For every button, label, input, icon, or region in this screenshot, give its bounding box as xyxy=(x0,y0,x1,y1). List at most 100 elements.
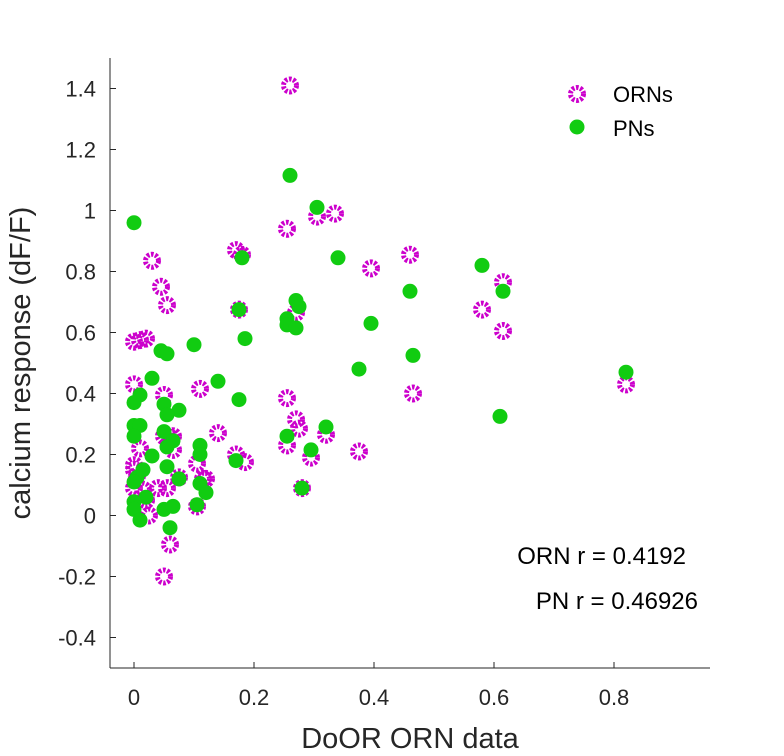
ticks: 0 0.2 0.4 0.6 0.8 -0.4 -0.2 0 0.2 0.4 0.6 0.8 1 1.2 1.… xyxy=(58,77,629,711)
pn-point xyxy=(291,299,307,315)
pn-point xyxy=(156,424,172,440)
pn-point xyxy=(189,497,205,513)
legend-label-orns: ORNs xyxy=(613,82,673,107)
pn-point xyxy=(126,395,142,411)
y-tick-label: 0.2 xyxy=(65,443,96,468)
points-layer xyxy=(125,76,635,586)
legend-label-pns: PNs xyxy=(613,116,655,141)
orn-point xyxy=(494,322,512,340)
pn-point xyxy=(144,370,160,386)
pn-point xyxy=(192,447,208,462)
pn-point xyxy=(363,315,379,331)
pn-point xyxy=(126,474,142,490)
pn-point xyxy=(294,480,310,496)
pn-point xyxy=(171,402,187,418)
pn-point xyxy=(231,302,247,318)
orn-point xyxy=(281,76,299,95)
pn-point xyxy=(228,453,244,469)
pn-point xyxy=(138,489,154,505)
orn-point xyxy=(158,296,176,315)
pn-point xyxy=(303,442,319,458)
pn-point xyxy=(402,283,418,299)
pn-point xyxy=(231,392,247,408)
y-tick-label: -0.2 xyxy=(58,565,96,590)
orn-point xyxy=(236,453,254,472)
x-axis-title: DoOR ORN data xyxy=(301,723,519,755)
x-tick-label: 0.4 xyxy=(359,685,390,710)
orn-point xyxy=(155,567,173,586)
y-tick-label: 0.4 xyxy=(65,382,96,407)
pn-point xyxy=(144,448,160,464)
pn-point xyxy=(126,428,142,444)
pn-point xyxy=(165,498,181,514)
pn-point xyxy=(618,364,634,380)
pn-point xyxy=(237,331,253,347)
pn-point xyxy=(474,257,490,273)
pn-point xyxy=(162,520,178,536)
legend: ORNs PNs xyxy=(568,82,673,141)
orn-point xyxy=(350,442,368,461)
pn-point xyxy=(495,283,511,299)
pn-point xyxy=(159,407,175,423)
pn-point xyxy=(351,361,367,377)
orn-point xyxy=(617,375,635,394)
orn-point xyxy=(149,479,167,498)
orn-point xyxy=(287,410,305,429)
y-tick-label: 0 xyxy=(84,504,96,529)
y-tick-label: 0.8 xyxy=(65,260,96,285)
pn-point xyxy=(330,250,346,266)
pn-point xyxy=(198,485,214,501)
orn-point xyxy=(152,277,170,296)
pn-point xyxy=(309,199,325,215)
pn-point xyxy=(159,346,175,362)
pn-correlation-annotation: PN r = 0.46926 xyxy=(536,588,698,615)
orn-point xyxy=(140,506,158,525)
orn-point xyxy=(161,535,179,554)
pn-point xyxy=(159,439,175,455)
orn-point xyxy=(278,219,296,238)
pn-point xyxy=(492,408,508,424)
orn-point xyxy=(473,300,491,319)
axes xyxy=(109,58,710,669)
pn-point xyxy=(279,428,295,444)
pn-point xyxy=(282,167,298,183)
y-tick-label: 0.6 xyxy=(65,321,96,346)
x-tick-label: 0.6 xyxy=(479,685,510,710)
pn-point xyxy=(159,459,175,475)
orn-point xyxy=(278,389,296,408)
orn-point xyxy=(131,439,149,458)
orn-point xyxy=(143,251,161,270)
x-tick-label: 0.2 xyxy=(239,685,270,710)
y-axis-title: calcium response (dF/F) xyxy=(5,207,37,520)
orn-point xyxy=(362,259,380,278)
orn-point xyxy=(401,245,419,264)
legend-marker-orns xyxy=(568,85,586,103)
legend-marker-pns xyxy=(569,119,585,135)
pn-point xyxy=(318,419,334,435)
pn-point xyxy=(171,471,187,487)
y-tick-label: -0.4 xyxy=(58,626,96,651)
orn-point xyxy=(131,331,149,350)
orn-point xyxy=(191,379,209,398)
pn-point xyxy=(405,347,421,363)
orn-correlation-annotation: ORN r = 0.4192 xyxy=(517,543,686,570)
orn-point xyxy=(290,419,308,438)
y-tick-label: 1.4 xyxy=(65,77,96,102)
orn-point xyxy=(125,332,143,351)
pn-point xyxy=(132,512,148,528)
orn-point xyxy=(209,424,227,443)
x-tick-label: 0 xyxy=(128,685,140,710)
pn-point xyxy=(288,320,304,336)
pn-point xyxy=(210,373,226,389)
orn-point xyxy=(326,204,344,223)
y-tick-label: 1 xyxy=(84,199,96,224)
orn-point xyxy=(404,384,422,403)
pn-point xyxy=(126,215,142,231)
orn-point xyxy=(158,479,176,498)
y-tick-label: 1.2 xyxy=(65,138,96,163)
pn-point xyxy=(186,337,202,353)
orn-point xyxy=(137,329,155,348)
x-tick-label: 0.8 xyxy=(599,685,630,710)
pn-point xyxy=(234,250,250,266)
